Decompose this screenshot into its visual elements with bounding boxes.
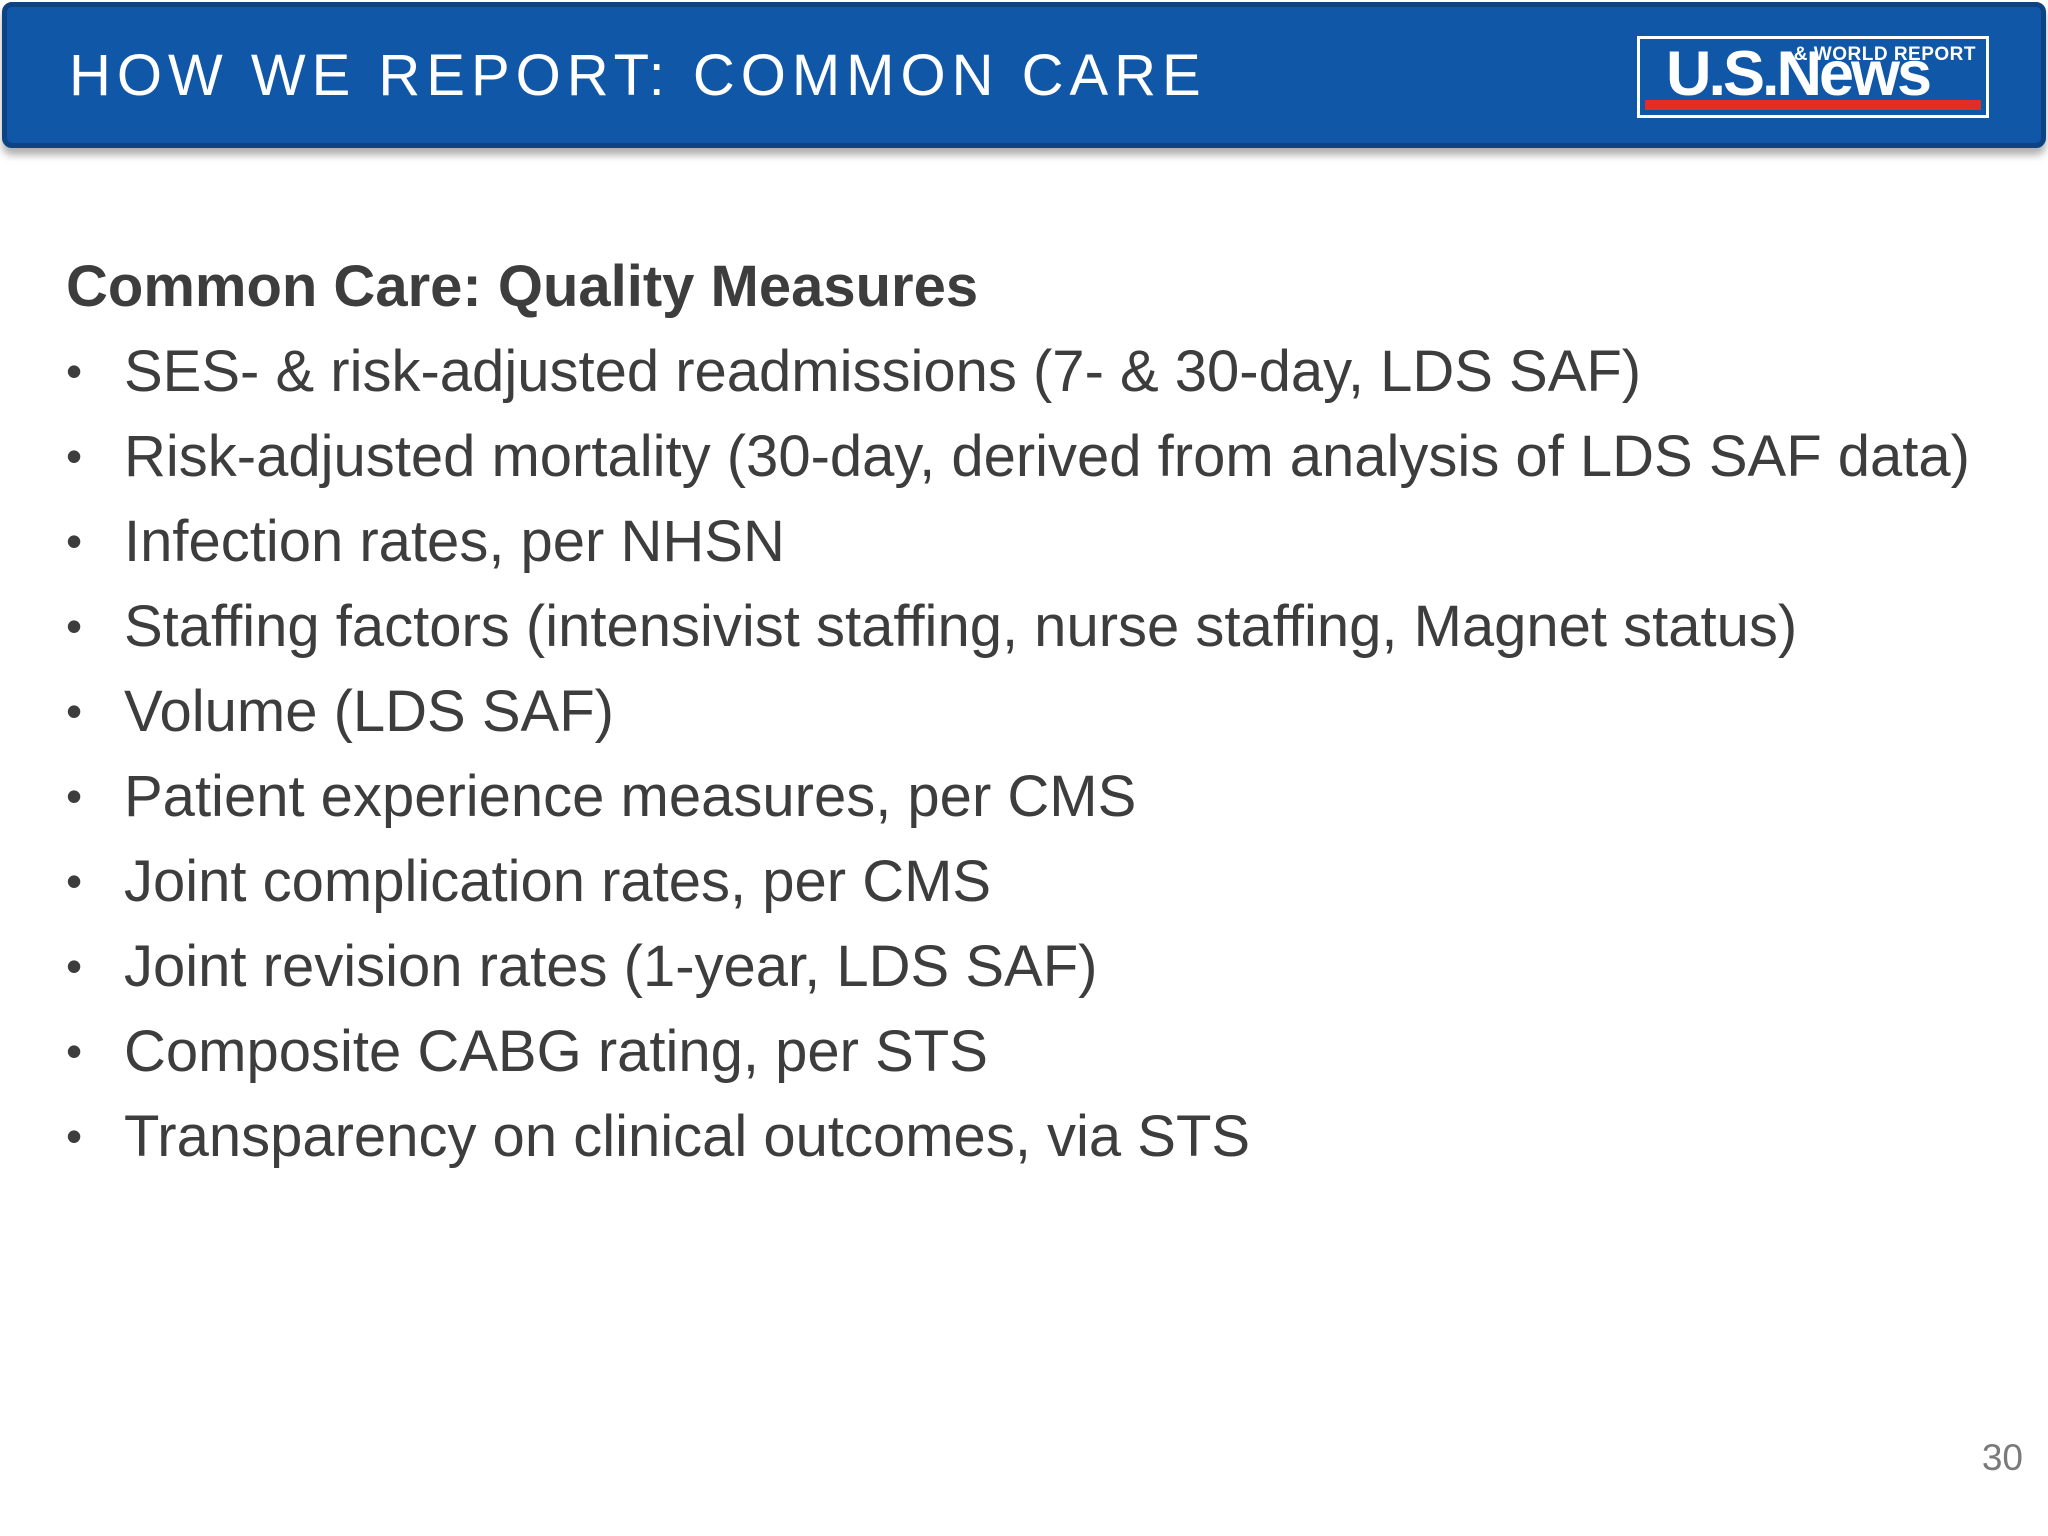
bullet-dot-icon: • — [66, 855, 83, 907]
bullet-text: Risk-adjusted mortality (30-day, derived… — [124, 424, 1970, 489]
bullet-dot-icon: • — [66, 1110, 83, 1162]
bullet-dot-icon: • — [66, 685, 83, 737]
bullet-text: Composite CABG rating, per STS — [124, 1019, 988, 1084]
logo-main-text: U.S.News — [1666, 38, 1932, 109]
bullet-dot-icon: • — [66, 940, 83, 992]
bullet-item: • Volume (LDS SAF) — [66, 669, 2008, 754]
bullet-item: • Risk-adjusted mortality (30-day, deriv… — [66, 414, 2008, 499]
bullet-item: • Joint complication rates, per CMS — [66, 839, 2008, 924]
bullet-text: Patient experience measures, per CMS — [124, 764, 1137, 829]
bullet-item: • Composite CABG rating, per STS — [66, 1009, 2008, 1094]
slide-title: HOW WE REPORT: COMMON CARE — [69, 42, 1207, 108]
bullet-text: Transparency on clinical outcomes, via S… — [124, 1104, 1251, 1169]
bullet-item: • Transparency on clinical outcomes, via… — [66, 1094, 2008, 1179]
bullet-text: Joint complication rates, per CMS — [124, 849, 992, 914]
bullet-dot-icon: • — [66, 600, 83, 652]
bullet-list: • SES- & risk-adjusted readmissions (7- … — [66, 329, 2008, 1179]
bullet-dot-icon: • — [66, 515, 83, 567]
usnews-logo: & WORLD REPORT U.S.News — [1637, 36, 1989, 118]
page-number: 30 — [1981, 1437, 2023, 1478]
logo-tagline-text: & WORLD REPORT — [1793, 44, 1976, 65]
bullet-dot-icon: • — [66, 430, 83, 482]
bullet-item: • Joint revision rates (1-year, LDS SAF) — [66, 924, 2008, 1009]
bullet-text: Staffing factors (intensivist staffing, … — [124, 594, 1798, 659]
bullet-text: Infection rates, per NHSN — [124, 509, 785, 574]
bullet-item: • Staffing factors (intensivist staffing… — [66, 584, 2008, 669]
content-heading: Common Care: Quality Measures — [66, 254, 979, 319]
bullet-item: • Infection rates, per NHSN — [66, 499, 2008, 584]
bullet-dot-icon: • — [66, 1025, 83, 1077]
bullet-item: • Patient experience measures, per CMS — [66, 754, 2008, 839]
logo-red-underline — [1645, 100, 1981, 110]
bullet-text: Volume (LDS SAF) — [124, 679, 614, 744]
bullet-item: • SES- & risk-adjusted readmissions (7- … — [66, 329, 2008, 414]
bullet-text: SES- & risk-adjusted readmissions (7- & … — [124, 339, 1642, 404]
slide-body: Common Care: Quality Measures • SES- & r… — [66, 244, 2008, 1179]
bullet-text: Joint revision rates (1-year, LDS SAF) — [124, 934, 1098, 999]
bullet-dot-icon: • — [66, 770, 83, 822]
bullet-dot-icon: • — [66, 345, 83, 397]
